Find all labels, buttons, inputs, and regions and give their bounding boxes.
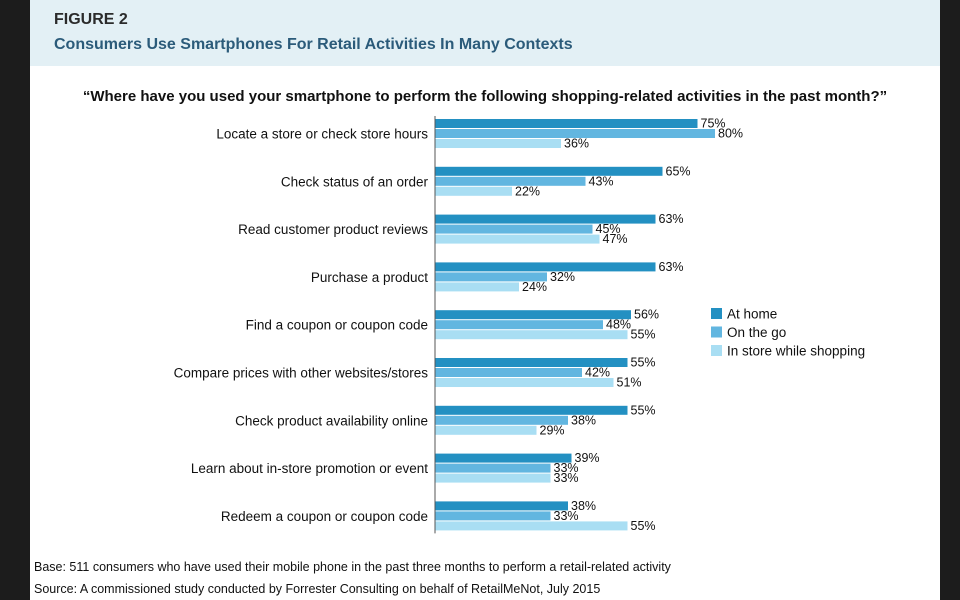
legend-swatch <box>711 308 722 319</box>
bar-in-store-while-shopping <box>435 234 600 244</box>
legend-swatch <box>711 345 722 356</box>
data-label: 39% <box>575 451 600 465</box>
bar-on-the-go <box>435 224 593 234</box>
legend-entry: In store while shopping <box>727 344 865 359</box>
bar-at-home <box>435 310 631 320</box>
legend-entry: At home <box>727 307 777 322</box>
bar-in-store-while-shopping <box>435 378 614 387</box>
data-label: 43% <box>589 174 614 188</box>
data-label: 38% <box>571 499 596 513</box>
data-label: 56% <box>634 308 659 322</box>
category-label: Check status of an order <box>281 174 429 189</box>
figure-header: FIGURE 2 Consumers Use Smartphones For R… <box>30 0 940 66</box>
data-label: 22% <box>515 184 540 198</box>
legend: At home On the go In store while shopping <box>711 307 865 359</box>
bar-chart: Locate a store or check store hours 75%80… <box>174 116 865 534</box>
figure-label: FIGURE 2 <box>54 11 128 28</box>
data-label: 45% <box>596 222 621 236</box>
data-label: 29% <box>540 423 565 437</box>
data-label: 63% <box>659 260 684 274</box>
data-label: 42% <box>585 366 610 380</box>
bar-on-the-go <box>435 415 568 425</box>
bar-in-store-while-shopping <box>435 521 628 531</box>
data-label: 33% <box>554 461 579 475</box>
data-label: 33% <box>554 509 579 523</box>
bar-on-the-go <box>435 320 603 330</box>
bar-in-store-while-shopping <box>435 139 561 148</box>
bar-in-store-while-shopping <box>435 473 551 483</box>
data-label: 47% <box>603 232 628 246</box>
data-label: 36% <box>564 137 589 151</box>
data-label: 80% <box>718 127 743 141</box>
bar-at-home <box>435 214 656 224</box>
category-label: Learn about in-store promotion or event <box>191 461 428 476</box>
bar-in-store-while-shopping <box>435 330 628 340</box>
category-label: Check product availability online <box>235 413 428 428</box>
category-label: Redeem a coupon or coupon code <box>221 509 428 524</box>
bar-on-the-go <box>435 511 551 521</box>
bar-at-home <box>435 166 663 176</box>
category-label: Locate a store or check store hours <box>216 127 428 142</box>
data-label: 63% <box>659 212 684 226</box>
category-label: Purchase a product <box>311 270 428 285</box>
category-label: Compare prices with other websites/store… <box>174 366 429 381</box>
legend-entry: On the go <box>727 325 786 340</box>
category-label: Read customer product reviews <box>238 222 428 237</box>
bar-in-store-while-shopping <box>435 186 512 196</box>
bar-in-store-while-shopping <box>435 425 537 435</box>
bar-at-home <box>435 501 568 511</box>
data-label: 55% <box>631 519 656 533</box>
data-label: 51% <box>617 376 642 390</box>
data-label: 38% <box>571 413 596 427</box>
bar-in-store-while-shopping <box>435 282 519 292</box>
bar-at-home <box>435 119 698 128</box>
bar-at-home <box>435 358 628 367</box>
data-label: 55% <box>631 328 656 342</box>
figure-card: FIGURE 2 Consumers Use Smartphones For R… <box>30 0 940 600</box>
data-label: 55% <box>631 356 656 370</box>
data-label: 65% <box>666 164 691 178</box>
bar-at-home <box>435 453 572 463</box>
bars-layer: Locate a store or check store hours 75%80… <box>174 116 743 534</box>
bar-on-the-go <box>435 272 547 282</box>
bar-on-the-go <box>435 176 586 186</box>
bar-on-the-go <box>435 463 551 473</box>
data-label: 55% <box>631 403 656 417</box>
data-label: 75% <box>701 117 726 131</box>
bar-on-the-go <box>435 368 582 377</box>
data-label: 24% <box>522 280 547 294</box>
bar-at-home <box>435 405 628 415</box>
data-label: 33% <box>554 471 579 485</box>
base-note: Base: 511 consumers who have used their … <box>34 560 671 574</box>
data-label: 32% <box>550 270 575 284</box>
legend-swatch <box>711 326 722 338</box>
source-note: Source: A commissioned study conducted b… <box>34 582 601 596</box>
bar-on-the-go <box>435 129 715 138</box>
data-label: 48% <box>606 318 631 332</box>
bar-at-home <box>435 262 656 272</box>
figure-title: Consumers Use Smartphones For Retail Act… <box>54 36 573 53</box>
chart-question: “Where have you used your smartphone to … <box>82 88 888 105</box>
category-label: Find a coupon or coupon code <box>246 318 428 333</box>
